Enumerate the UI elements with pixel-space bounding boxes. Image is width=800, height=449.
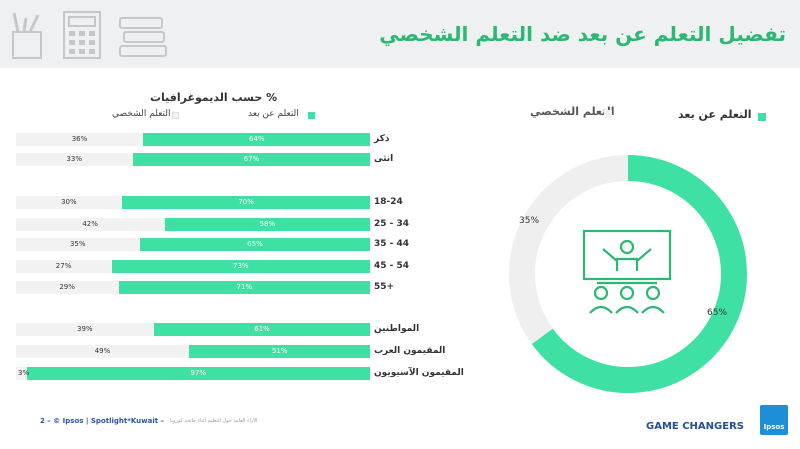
pencil-cup-icon [12,12,42,59]
bar-row [16,196,370,209]
bar-label-distance: 70% [238,198,254,206]
bar-row [16,281,370,294]
donut-slice-inperson [509,155,629,344]
bar-distance [132,153,370,166]
bar-row [16,133,370,146]
donut-chart: 65% 35% [509,155,747,393]
page-title: تفضيل التعلم عن بعد ضد التعلم الشخصي [379,22,786,46]
bar-label-inperson: 30% [61,198,77,206]
donut-legend-inperson: التعلم الشخصي [530,105,615,118]
logo-text: Ipsos [763,423,785,431]
footer-tagline: GAME CHANGERS [646,421,744,432]
bar-label-distance: 51% [271,347,288,355]
bar-distance [26,367,370,380]
bar-row [16,260,370,273]
bar-row [16,367,370,380]
bar-label-distance: 71% [236,283,253,291]
legend-swatch-inperson [172,112,179,119]
bar-label-inperson: 36% [71,135,88,143]
donut-legend-swatch-distance [758,113,766,121]
bar-label-distance: 67% [243,155,260,163]
bar-label-distance: 65% [247,240,263,248]
bar-label-inperson: 49% [94,347,111,355]
category-label: المقيمون العرب [374,346,446,356]
legend-label-distance: التعلم عن بعد [248,109,299,119]
bar-distance [139,238,370,251]
bar-label-inperson: 39% [77,325,93,333]
legend-label-inperson: التعلم الشخصي [112,109,171,119]
bar-distance [164,218,370,231]
bar-distance [189,345,370,358]
bar-label-distance: 97% [190,369,207,377]
bar-row [16,218,370,231]
bar-row [16,238,370,251]
bar-distance [118,281,370,294]
calculator-icon [63,11,101,59]
donut-label-inperson: 35% [519,216,539,226]
bar-chart-heading: % حسب الديموغرافيات [150,91,278,104]
legend-swatch-distance [308,112,315,119]
category-label: انثى [374,154,394,164]
bar-distance [111,260,370,273]
donut-legend-swatch-inperson [604,110,612,118]
category-label: المقيمون الآسيويون [374,368,464,378]
category-label: ذكر [374,134,390,144]
bar-label-distance: 64% [248,135,265,143]
footer-source: 2 – © Ipsos | Spotlight*Kuwait – [40,417,165,425]
bar-distance [122,196,370,209]
bar-row [16,345,370,358]
bar-label-inperson: 42% [82,220,98,228]
category-label: 45 - 54 [374,261,410,271]
bar-row [16,153,370,166]
footer-note: الآراء العامة حول التعليم أثناء جائحة كو… [170,418,258,424]
classroom-icon [582,229,672,314]
bar-label-inperson: 29% [59,283,75,291]
bar-distance [154,323,370,336]
category-label: 55+ [374,282,395,292]
bar-label-inperson: 35% [69,240,86,248]
bar-label-distance: 58% [259,220,276,228]
donut-legend-distance: التعلم عن بعد [678,108,752,121]
bar-distance [143,133,370,146]
bar-row [16,323,370,336]
category-label: 25 - 34 [374,219,410,229]
category-label: 35 - 44 [374,239,410,249]
bar-label-inperson: 27% [55,262,72,270]
bar-label-distance: 61% [254,325,270,333]
bar-label-inperson: 33% [66,155,82,163]
books-icon [119,17,167,57]
category-label: 18-24 [374,197,403,207]
bar-label-distance: 73% [233,262,249,270]
ipsos-logo: Ipsos [760,405,788,435]
donut-slice-distance [531,155,747,393]
category-label: المواطنين [374,324,420,334]
bar-label-inperson: 3% [18,369,30,377]
donut-label-distance: 65% [707,308,727,318]
